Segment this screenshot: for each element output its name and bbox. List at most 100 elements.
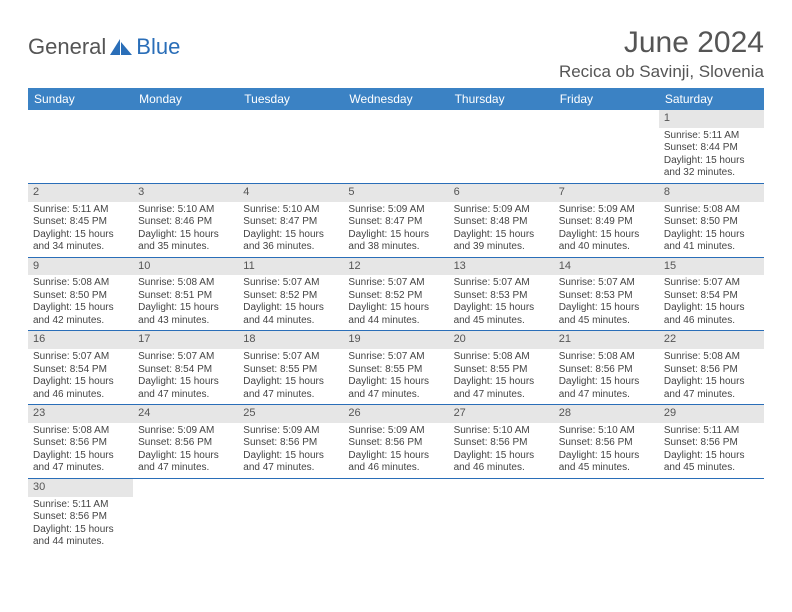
sunset-text: Sunset: 8:49 PM: [559, 216, 654, 229]
day-number: 30: [28, 479, 133, 497]
sunrise-text: Sunrise: 5:11 AM: [33, 204, 128, 217]
sunset-text: Sunset: 8:48 PM: [454, 216, 549, 229]
day-number: 10: [133, 258, 238, 276]
day-cell: 19Sunrise: 5:07 AMSunset: 8:55 PMDayligh…: [343, 331, 448, 405]
day-number: 6: [449, 184, 554, 202]
day-cell: 18Sunrise: 5:07 AMSunset: 8:55 PMDayligh…: [238, 331, 343, 405]
day-number: 17: [133, 331, 238, 349]
daylight-text: Daylight: 15 hours and 46 minutes.: [33, 376, 128, 401]
empty-cell: [343, 478, 448, 551]
day-details: Sunrise: 5:07 AMSunset: 8:52 PMDaylight:…: [343, 275, 448, 330]
sunrise-text: Sunrise: 5:10 AM: [454, 425, 549, 438]
sunset-text: Sunset: 8:56 PM: [138, 437, 233, 450]
sunset-text: Sunset: 8:56 PM: [33, 437, 128, 450]
day-cell: 12Sunrise: 5:07 AMSunset: 8:52 PMDayligh…: [343, 257, 448, 331]
day-number: 28: [554, 405, 659, 423]
sunset-text: Sunset: 8:56 PM: [664, 437, 759, 450]
day-cell: 1Sunrise: 5:11 AMSunset: 8:44 PMDaylight…: [659, 110, 764, 183]
day-details: Sunrise: 5:07 AMSunset: 8:53 PMDaylight:…: [449, 275, 554, 330]
day-number: 7: [554, 184, 659, 202]
daylight-text: Daylight: 15 hours and 47 minutes.: [243, 450, 338, 475]
sunset-text: Sunset: 8:56 PM: [33, 511, 128, 524]
day-number: 14: [554, 258, 659, 276]
empty-cell: [343, 110, 448, 183]
daylight-text: Daylight: 15 hours and 38 minutes.: [348, 229, 443, 254]
day-cell: 21Sunrise: 5:08 AMSunset: 8:56 PMDayligh…: [554, 331, 659, 405]
daylight-text: Daylight: 15 hours and 34 minutes.: [33, 229, 128, 254]
sunrise-text: Sunrise: 5:08 AM: [664, 204, 759, 217]
empty-cell: [554, 110, 659, 183]
day-cell: 20Sunrise: 5:08 AMSunset: 8:55 PMDayligh…: [449, 331, 554, 405]
sunset-text: Sunset: 8:55 PM: [243, 364, 338, 377]
empty-cell: [449, 110, 554, 183]
sunrise-text: Sunrise: 5:09 AM: [454, 204, 549, 217]
sunset-text: Sunset: 8:56 PM: [559, 364, 654, 377]
sunrise-text: Sunrise: 5:07 AM: [138, 351, 233, 364]
calendar-row: 1Sunrise: 5:11 AMSunset: 8:44 PMDaylight…: [28, 110, 764, 183]
day-details: Sunrise: 5:10 AMSunset: 8:47 PMDaylight:…: [238, 202, 343, 257]
day-number: 15: [659, 258, 764, 276]
day-cell: 13Sunrise: 5:07 AMSunset: 8:53 PMDayligh…: [449, 257, 554, 331]
calendar-row: 2Sunrise: 5:11 AMSunset: 8:45 PMDaylight…: [28, 183, 764, 257]
day-cell: 28Sunrise: 5:10 AMSunset: 8:56 PMDayligh…: [554, 405, 659, 479]
daylight-text: Daylight: 15 hours and 45 minutes.: [559, 302, 654, 327]
daylight-text: Daylight: 15 hours and 44 minutes.: [243, 302, 338, 327]
day-cell: 30Sunrise: 5:11 AMSunset: 8:56 PMDayligh…: [28, 478, 133, 551]
day-cell: 6 Sunrise: 5:09 AMSunset: 8:48 PMDaylight…: [449, 183, 554, 257]
sail-icon: [110, 39, 132, 55]
sunrise-text: Sunrise: 5:08 AM: [33, 277, 128, 290]
day-cell: 16Sunrise: 5:07 AMSunset: 8:54 PMDayligh…: [28, 331, 133, 405]
day-of-week-row: Sunday Monday Tuesday Wednesday Thursday…: [28, 88, 764, 110]
sunrise-text: Sunrise: 5:11 AM: [33, 499, 128, 512]
day-details: Sunrise: 5:08 AMSunset: 8:50 PMDaylight:…: [28, 275, 133, 330]
day-number: 16: [28, 331, 133, 349]
daylight-text: Daylight: 15 hours and 45 minutes.: [559, 450, 654, 475]
daylight-text: Daylight: 15 hours and 46 minutes.: [348, 450, 443, 475]
sunrise-text: Sunrise: 5:07 AM: [559, 277, 654, 290]
day-cell: 4Sunrise: 5:10 AMSunset: 8:47 PMDaylight…: [238, 183, 343, 257]
day-details: Sunrise: 5:11 AMSunset: 8:45 PMDaylight:…: [28, 202, 133, 257]
sunrise-text: Sunrise: 5:07 AM: [454, 277, 549, 290]
day-number: 29: [659, 405, 764, 423]
day-cell: 11Sunrise: 5:07 AMSunset: 8:52 PMDayligh…: [238, 257, 343, 331]
title-block: June 2024 Recica ob Savinji, Slovenia: [559, 26, 764, 82]
day-details: Sunrise: 5:08 AMSunset: 8:51 PMDaylight:…: [133, 275, 238, 330]
header: General Blue June 2024 Recica ob Savinji…: [28, 26, 764, 82]
day-number: 5: [343, 184, 448, 202]
daylight-text: Daylight: 15 hours and 36 minutes.: [243, 229, 338, 254]
daylight-text: Daylight: 15 hours and 39 minutes.: [454, 229, 549, 254]
sunrise-text: Sunrise: 5:07 AM: [664, 277, 759, 290]
day-number: 18: [238, 331, 343, 349]
day-cell: 24Sunrise: 5:09 AMSunset: 8:56 PMDayligh…: [133, 405, 238, 479]
day-number: 23: [28, 405, 133, 423]
daylight-text: Daylight: 15 hours and 45 minutes.: [664, 450, 759, 475]
daylight-text: Daylight: 15 hours and 44 minutes.: [33, 524, 128, 549]
day-number: 4: [238, 184, 343, 202]
calendar-row: 30Sunrise: 5:11 AMSunset: 8:56 PMDayligh…: [28, 478, 764, 551]
daylight-text: Daylight: 15 hours and 47 minutes.: [243, 376, 338, 401]
sunset-text: Sunset: 8:53 PM: [559, 290, 654, 303]
day-cell: 25Sunrise: 5:09 AMSunset: 8:56 PMDayligh…: [238, 405, 343, 479]
dow-sunday: Sunday: [28, 88, 133, 110]
daylight-text: Daylight: 15 hours and 47 minutes.: [559, 376, 654, 401]
day-cell: 2Sunrise: 5:11 AMSunset: 8:45 PMDaylight…: [28, 183, 133, 257]
day-details: Sunrise: 5:09 AMSunset: 8:49 PMDaylight:…: [554, 202, 659, 257]
day-cell: 8Sunrise: 5:08 AMSunset: 8:50 PMDaylight…: [659, 183, 764, 257]
day-cell: 23Sunrise: 5:08 AMSunset: 8:56 PMDayligh…: [28, 405, 133, 479]
day-details: Sunrise: 5:11 AMSunset: 8:56 PMDaylight:…: [28, 497, 133, 552]
daylight-text: Daylight: 15 hours and 47 minutes.: [138, 450, 233, 475]
sunrise-text: Sunrise: 5:09 AM: [348, 204, 443, 217]
sunrise-text: Sunrise: 5:10 AM: [243, 204, 338, 217]
day-details: Sunrise: 5:08 AMSunset: 8:55 PMDaylight:…: [449, 349, 554, 404]
month-title: June 2024: [559, 26, 764, 60]
sunset-text: Sunset: 8:56 PM: [348, 437, 443, 450]
sunset-text: Sunset: 8:45 PM: [33, 216, 128, 229]
day-details: Sunrise: 5:10 AMSunset: 8:46 PMDaylight:…: [133, 202, 238, 257]
day-cell: 3Sunrise: 5:10 AMSunset: 8:46 PMDaylight…: [133, 183, 238, 257]
sunset-text: Sunset: 8:50 PM: [33, 290, 128, 303]
dow-wednesday: Wednesday: [343, 88, 448, 110]
location-text: Recica ob Savinji, Slovenia: [559, 62, 764, 82]
sunrise-text: Sunrise: 5:08 AM: [138, 277, 233, 290]
empty-cell: [133, 478, 238, 551]
day-number: 2: [28, 184, 133, 202]
